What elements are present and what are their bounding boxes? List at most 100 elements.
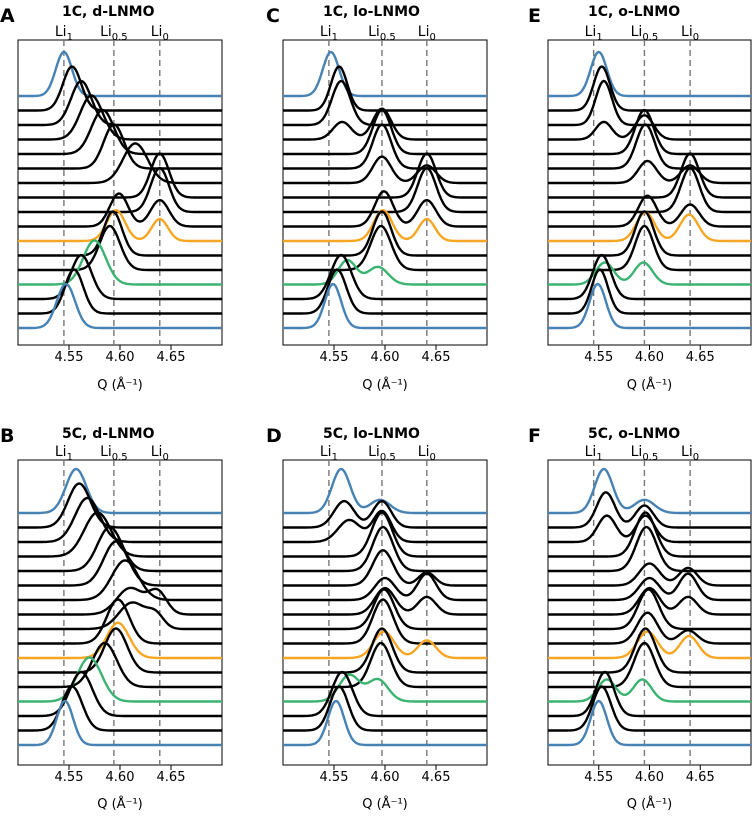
spectrum-blue-1	[18, 50, 222, 98]
spectrum-black-13	[18, 224, 222, 272]
spectrum-black-4	[18, 94, 222, 141]
spectrum-blue-1	[548, 50, 751, 98]
reference-label-main: Li	[631, 444, 643, 460]
x-axis-label: Q (Å⁻¹)	[362, 377, 407, 393]
spectrum-black-16	[18, 268, 222, 315]
spectrum-black-3	[18, 496, 222, 544]
x-tick-label: 4.60	[635, 770, 664, 785]
spectrum-black-10	[18, 598, 222, 645]
x-tick-label: 4.55	[584, 350, 613, 365]
reference-label-main: Li	[368, 444, 380, 460]
spectrum-black-3	[283, 79, 487, 127]
spectrum-black-2	[548, 65, 751, 112]
spectrum-black-12	[548, 627, 751, 674]
spectrum-black-4	[18, 511, 222, 558]
spectrum-black-13	[18, 641, 222, 689]
spectrum-black-16	[283, 268, 487, 315]
spectrum-blue-1	[283, 50, 487, 98]
x-tick-label: 4.60	[371, 770, 400, 785]
spectrum-green-14	[18, 656, 222, 703]
spectrum-black-16	[283, 685, 487, 732]
spectrum-black-10	[18, 192, 222, 228]
x-tick-label: 4.60	[635, 350, 664, 365]
x-axis-label: Q (Å⁻¹)	[627, 377, 672, 393]
spectrum-black-16	[548, 268, 751, 315]
x-tick-label: 4.65	[157, 770, 186, 785]
reference-label-main: Li	[100, 24, 112, 40]
reference-label-subscript: 1	[596, 32, 602, 43]
x-tick-label: 4.60	[106, 350, 135, 365]
reference-label: Li0.5	[100, 444, 128, 463]
spectrum-blue-1	[548, 467, 751, 515]
spectrum-blue-17	[18, 699, 222, 747]
reference-label-subscript: 0	[429, 32, 435, 43]
x-tick-label: 4.55	[584, 770, 613, 785]
reference-label-main: Li	[55, 444, 67, 460]
spectrum-black-7	[283, 155, 487, 185]
panel-letter: F	[528, 425, 541, 447]
spectrum-black-15	[283, 670, 487, 718]
spectrum-black-12	[18, 210, 222, 257]
reference-label: Li0	[418, 444, 436, 463]
spectrum-black-3	[283, 509, 487, 544]
reference-label-main: Li	[151, 444, 163, 460]
panel-title: 1C, lo-LNMO	[323, 4, 420, 20]
spectrum-black-5	[548, 108, 751, 156]
reference-label-main: Li	[320, 444, 332, 460]
reference-label: Li0	[151, 444, 169, 463]
reference-label-subscript: 0	[162, 452, 168, 463]
reference-label: Li1	[55, 24, 73, 43]
spectrum-black-13	[548, 641, 751, 689]
spectrum-green-14	[18, 239, 222, 286]
reference-label: Li0	[681, 444, 699, 463]
reference-label-main: Li	[55, 24, 67, 40]
spectrum-black-6	[18, 123, 222, 170]
spectra-group	[283, 467, 487, 747]
spectrum-black-6	[548, 562, 751, 587]
x-tick-label: 4.55	[320, 350, 349, 365]
reference-label: Li0.5	[631, 444, 659, 463]
spectrum-black-15	[18, 253, 222, 301]
spectrum-black-7	[548, 572, 751, 602]
reference-label-subscript: 1	[67, 452, 73, 463]
reference-label-subscript: 0	[162, 32, 168, 43]
x-axis-label: Q (Å⁻¹)	[362, 796, 407, 812]
panel-title: 1C, o-LNMO	[588, 4, 680, 20]
spectrum-black-16	[548, 685, 751, 732]
reference-label: Li0.5	[368, 444, 396, 463]
spectrum-black-3	[548, 79, 751, 127]
spectrum-black-16	[18, 685, 222, 732]
spectrum-black-10	[283, 190, 487, 228]
spectrum-black-10	[283, 598, 487, 645]
reference-label-main: Li	[418, 24, 430, 40]
x-axis-label: Q (Å⁻¹)	[97, 796, 142, 812]
spectrum-green-14	[283, 673, 487, 703]
x-tick-label: 4.65	[157, 350, 186, 365]
spectra-group	[283, 50, 487, 330]
x-tick-label: 4.60	[371, 350, 400, 365]
spectrum-blue-17	[283, 699, 487, 747]
spectrum-black-15	[548, 670, 751, 718]
spectrum-black-7	[18, 142, 222, 185]
panel-title: 5C, o-LNMO	[588, 426, 680, 442]
reference-label: Li1	[585, 24, 603, 43]
reference-label-main: Li	[100, 444, 112, 460]
panel-letter: A	[0, 5, 15, 27]
spectrum-black-9	[548, 166, 751, 214]
reference-label-subscript: 0	[693, 452, 699, 463]
spectrum-orange-11	[283, 209, 487, 243]
x-tick-label: 4.55	[55, 350, 84, 365]
spectrum-black-2	[283, 499, 487, 529]
plot-frame	[282, 459, 488, 766]
spectrum-blue-1	[283, 467, 487, 515]
spectrum-black-8	[548, 152, 751, 199]
spectra-group	[18, 50, 222, 330]
x-tick-label: 4.60	[106, 770, 135, 785]
x-axis-label: Q (Å⁻¹)	[627, 796, 672, 812]
reference-label: Li0.5	[368, 24, 396, 43]
spectrum-green-14	[283, 258, 487, 286]
spectrum-black-6	[283, 123, 487, 170]
spectrum-black-5	[548, 525, 751, 573]
